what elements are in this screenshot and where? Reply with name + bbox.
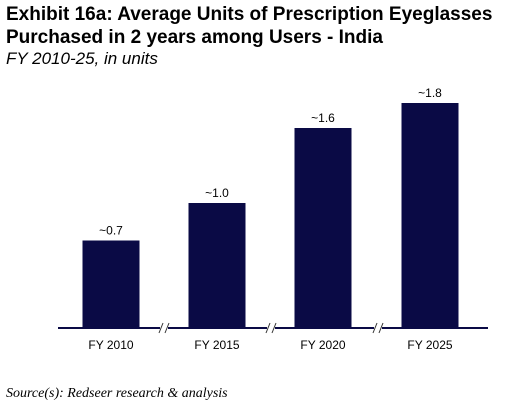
axis-break-mark [265, 322, 277, 334]
bar-fy-2020 [294, 128, 352, 328]
source-note: Source(s): Redseer research & analysis [6, 386, 228, 401]
x-tick-label-fy-2025: FY 2025 [407, 338, 452, 352]
x-tick-label-fy-2015: FY 2015 [194, 338, 239, 352]
x-tick-label-fy-2010: FY 2010 [88, 338, 133, 352]
chart-title-line-1: Exhibit 16a: Average Units of Prescripti… [6, 4, 493, 25]
bar-fy-2015 [188, 203, 246, 328]
chart-title-line-2: Purchased in 2 years among Users - India [6, 27, 383, 48]
chart-subtitle: FY 2010-25, in units [6, 49, 158, 68]
data-label-fy-2010: ~0.7 [99, 224, 123, 238]
x-tick-label-fy-2020: FY 2020 [300, 338, 345, 352]
bar-chart: ~0.7 FY 2010 ~1.0 FY 2015 ~1.6 FY 2020 ~1.8 FY … [58, 86, 488, 352]
bar-fy-2010 [82, 240, 140, 328]
axis-break-mark [372, 322, 384, 334]
chart-title: Exhibit 16a: Average Units of Prescripti… [6, 3, 516, 49]
axis-break-mark [158, 322, 170, 334]
data-label-fy-2025: ~1.8 [418, 86, 442, 100]
data-label-fy-2020: ~1.6 [311, 111, 335, 125]
data-label-fy-2015: ~1.0 [205, 186, 229, 200]
bar-fy-2025 [401, 103, 459, 328]
